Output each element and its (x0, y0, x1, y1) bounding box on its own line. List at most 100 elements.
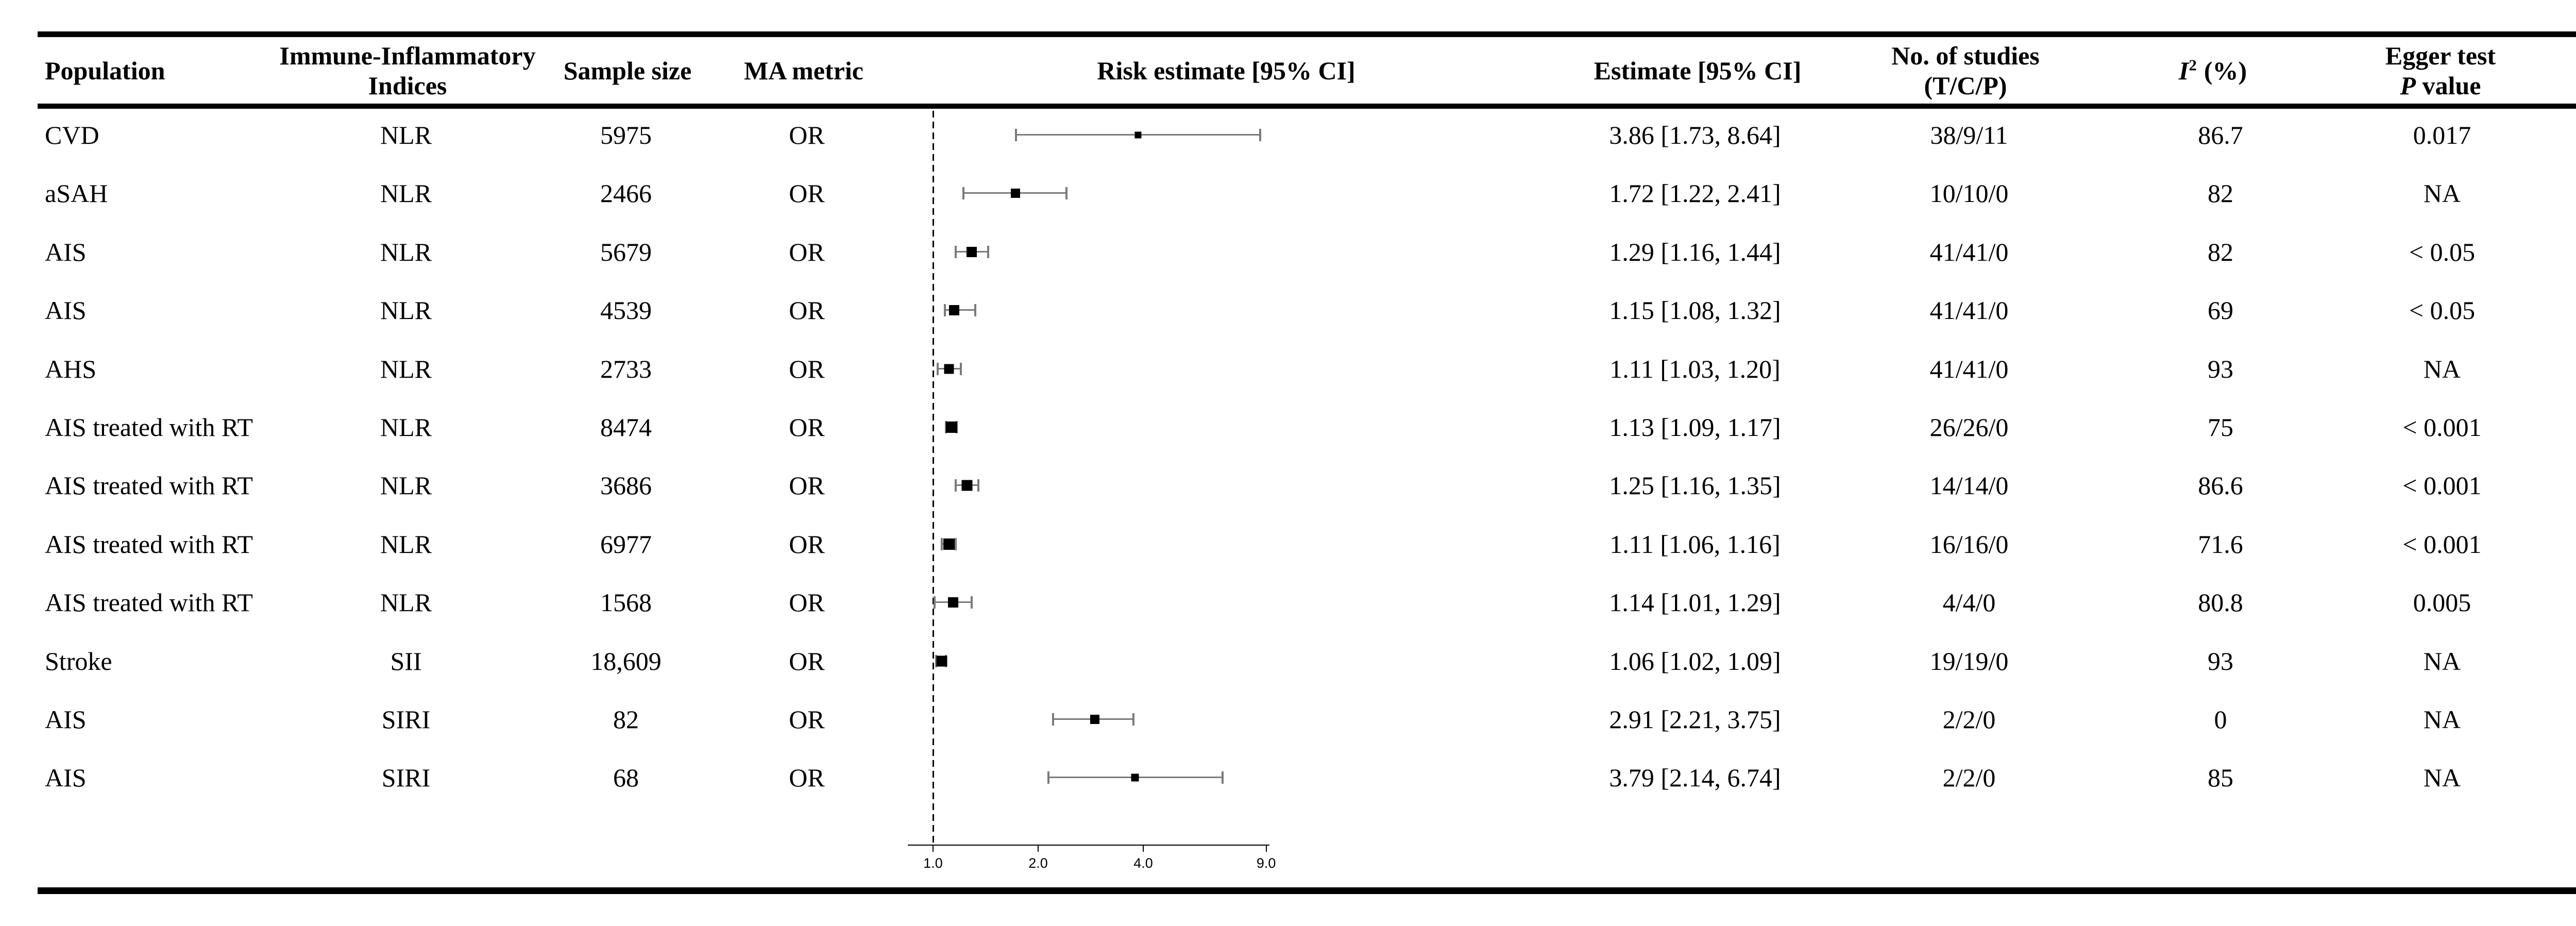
point-estimate-marker (1134, 131, 1141, 139)
ma-metric-cell: OR (789, 471, 825, 500)
immune-index-cell: NLR (380, 296, 432, 325)
population-cell: CVD (45, 121, 99, 149)
i-squared-cell: 86.6 (2198, 471, 2243, 500)
i-squared-cell: 69 (2208, 296, 2233, 325)
estimate-ci-cell: 1.25 [1.16, 1.35] (1609, 471, 1781, 500)
ma-metric-cell: OR (789, 529, 825, 559)
point-estimate-marker (944, 364, 954, 374)
sample-size-cell: 5679 (600, 237, 652, 266)
point-estimate-marker (1010, 189, 1020, 198)
i-squared-cell: 93 (2208, 646, 2233, 676)
estimate-ci-cell: 1.11 [1.03, 1.20] (1609, 354, 1781, 383)
studies-tcp-cell: 14/14/0 (1929, 471, 2009, 500)
ma-metric-cell: OR (789, 646, 825, 676)
ci-upper-cap (1221, 771, 1224, 784)
egger-p-cell: NA (2423, 354, 2461, 383)
immune-index-cell: NLR (380, 471, 432, 500)
studies-tcp-cell: 4/4/0 (1942, 588, 1996, 617)
egger-p-cell: NA (2423, 646, 2461, 676)
ci-upper-cap (959, 362, 962, 375)
axis-tick (1265, 846, 1267, 852)
immune-index-cell: NLR (380, 354, 432, 383)
sample-size-cell: 82 (613, 705, 639, 734)
immune-index-cell: NLR (380, 588, 432, 617)
population-cell: AIS (45, 296, 87, 325)
header-i-squared: I2 (%) (2179, 56, 2247, 86)
studies-tcp-cell: 41/41/0 (1929, 354, 2009, 383)
sample-size-cell: 4539 (600, 296, 652, 325)
ci-upper-cap (977, 479, 980, 492)
ci-lower-cap (1015, 129, 1018, 141)
ma-metric-cell: OR (789, 763, 825, 793)
sample-size-cell: 3686 (600, 471, 652, 500)
population-cell: AIS (45, 763, 87, 793)
i-squared-cell: 71.6 (2198, 529, 2243, 559)
point-estimate-marker (936, 655, 947, 667)
sample-size-cell: 18,609 (590, 646, 662, 676)
studies-tcp-cell: 16/16/0 (1929, 529, 2009, 559)
population-cell: AIS treated with RT (45, 413, 253, 442)
header-risk-estimate: Risk estimate [95% CI] (1097, 56, 1355, 85)
egger-p-rest: value (2416, 71, 2481, 100)
population-cell: aSAH (45, 179, 108, 208)
i-squared-cell: 85 (2208, 763, 2233, 793)
ci-lower-cap (954, 479, 957, 492)
estimate-ci-cell: 1.11 [1.06, 1.16] (1609, 529, 1781, 559)
point-estimate-marker (947, 597, 958, 608)
ci-upper-cap (1132, 713, 1134, 726)
point-estimate-marker (961, 480, 973, 491)
immune-index-cell: NLR (380, 237, 432, 266)
estimate-ci-cell: 1.72 [1.22, 2.41] (1609, 179, 1781, 208)
point-estimate-marker (1131, 773, 1139, 782)
ci-lower-cap (1047, 771, 1049, 784)
studies-tcp-cell: 2/2/0 (1942, 705, 1996, 734)
immune-index-cell: NLR (380, 413, 432, 442)
studies-tcp-cell: 19/19/0 (1929, 646, 2009, 676)
egger-p-cell: NA (2423, 763, 2461, 793)
ci-lower-cap (933, 596, 936, 609)
header-no-of-studies: No. of studies (T/C/P) (1891, 41, 2040, 100)
ci-lower-cap (936, 362, 939, 375)
i-squared-cell: 82 (2208, 179, 2233, 208)
header-immune-inflammatory-indices: Immune-Inflammatory Indices (279, 41, 535, 100)
axis-tick (1142, 846, 1144, 852)
estimate-ci-cell: 1.13 [1.09, 1.17] (1609, 413, 1781, 442)
sample-size-cell: 5975 (600, 121, 652, 149)
point-estimate-marker (945, 422, 957, 433)
ma-metric-cell: OR (789, 179, 825, 208)
ma-metric-cell: OR (789, 354, 825, 383)
immune-index-cell: NLR (380, 179, 432, 208)
header-population: Population (45, 56, 165, 85)
point-estimate-marker (1090, 715, 1100, 724)
population-cell: AHS (45, 354, 97, 383)
point-estimate-marker (966, 246, 977, 257)
axis-tick-label: 2.0 (1028, 855, 1048, 871)
i-squared-sup: 2 (2189, 56, 2197, 74)
axis-tick (1037, 846, 1039, 852)
sample-size-cell: 68 (613, 763, 639, 793)
ci-upper-cap (1259, 129, 1261, 141)
header-estimate-ci: Estimate [95% CI] (1594, 56, 1802, 85)
sample-size-cell: 1568 (600, 588, 652, 617)
egger-p-cell: < 0.001 (2402, 471, 2482, 500)
population-cell: AIS (45, 705, 87, 734)
egger-p-cell: NA (2423, 705, 2461, 734)
immune-index-cell: SIRI (381, 763, 431, 793)
ma-metric-cell: OR (789, 237, 825, 266)
header-ma-metric: MA metric (744, 56, 863, 85)
immune-index-cell: NLR (380, 529, 432, 559)
header-egger-line2: P value (2385, 71, 2496, 100)
axis-tick-label: 9.0 (1256, 855, 1276, 871)
axis-tick-label: 4.0 (1133, 855, 1153, 871)
ci-upper-cap (970, 596, 973, 609)
ci-upper-cap (974, 304, 976, 317)
estimate-ci-cell: 3.86 [1.73, 8.64] (1609, 121, 1781, 149)
header-indices-line2: Indices (368, 71, 447, 100)
egger-p-cell: < 0.001 (2402, 529, 2482, 559)
i-squared-cell: 86.7 (2198, 121, 2243, 149)
header-sample-size: Sample size (563, 56, 692, 85)
immune-index-cell: SII (390, 646, 422, 676)
population-cell: AIS treated with RT (45, 529, 253, 559)
ci-lower-cap (935, 654, 937, 667)
